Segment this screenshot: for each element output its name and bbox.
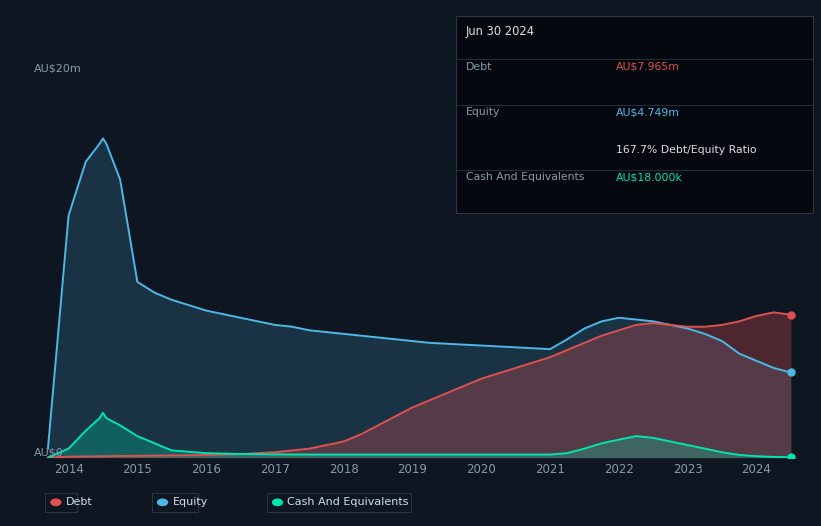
Text: Cash And Equivalents: Cash And Equivalents	[466, 173, 584, 183]
Text: AU$7.965m: AU$7.965m	[616, 62, 680, 72]
Text: Debt: Debt	[66, 497, 93, 508]
Text: Equity: Equity	[466, 107, 500, 117]
Text: AU$18.000k: AU$18.000k	[616, 173, 682, 183]
Text: AU$20m: AU$20m	[34, 63, 81, 73]
Text: AU$0: AU$0	[34, 448, 63, 458]
Text: Equity: Equity	[172, 497, 208, 508]
Text: Cash And Equivalents: Cash And Equivalents	[287, 497, 409, 508]
Text: Debt: Debt	[466, 62, 492, 72]
Text: Jun 30 2024: Jun 30 2024	[466, 25, 534, 38]
Text: AU$4.749m: AU$4.749m	[616, 107, 680, 117]
Text: 167.7% Debt/Equity Ratio: 167.7% Debt/Equity Ratio	[616, 145, 756, 155]
